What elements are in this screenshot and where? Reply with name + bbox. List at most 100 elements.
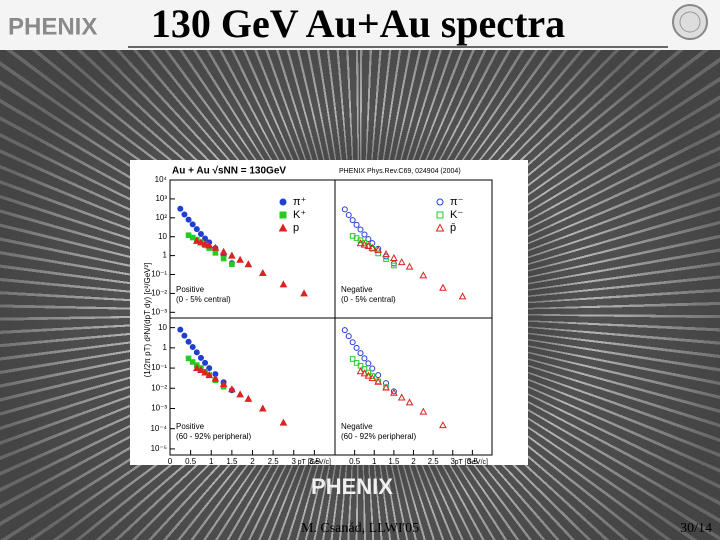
data-point: [397, 258, 406, 266]
data-point: [439, 421, 447, 429]
legend-marker: [435, 223, 445, 232]
data-point: [192, 364, 201, 372]
data-point: [360, 240, 369, 248]
x-tick-label: 2.5: [268, 457, 280, 466]
legend-marker: [436, 211, 444, 219]
data-point: [279, 280, 288, 288]
data-point: [202, 359, 209, 366]
y-tick-label: 10⁻¹: [151, 270, 167, 279]
data-point: [212, 250, 219, 256]
panel-note: (60 - 92% peripheral): [176, 432, 251, 441]
data-point: [405, 398, 414, 406]
data-point: [364, 371, 373, 379]
x-tick-label: 3: [451, 457, 456, 466]
data-point: [341, 206, 348, 213]
data-point: [364, 242, 373, 250]
header-logo: PHENIX: [8, 13, 97, 40]
data-point: [353, 221, 360, 228]
data-point: [382, 250, 390, 258]
data-point: [360, 369, 369, 377]
y-tick-label: 10⁴: [155, 175, 168, 184]
data-point: [189, 359, 196, 365]
data-point: [205, 371, 214, 379]
figure-panel: [130, 160, 528, 465]
data-point: [365, 360, 372, 367]
data-point: [345, 333, 352, 340]
x-tick-label: 1: [209, 457, 214, 466]
data-point: [201, 368, 209, 376]
legend-marker: [278, 223, 288, 232]
legend-label: p: [293, 222, 299, 234]
legend-label: p̄: [450, 222, 456, 234]
data-point: [369, 365, 376, 372]
panel-note: (0 - 5% central): [176, 295, 231, 304]
y-tick-label: 10⁻³: [151, 307, 167, 316]
data-point: [353, 344, 360, 351]
data-point: [185, 216, 192, 223]
y-tick-label: 10⁻¹: [151, 363, 167, 372]
x-tick-label: 2: [250, 457, 255, 466]
data-point: [206, 365, 213, 372]
data-point: [353, 360, 360, 366]
y-axis-label: (1/2π pT) d²N/(dpT dy) [c²/GeV²]: [143, 263, 152, 378]
data-point: [300, 289, 308, 297]
data-point: [390, 253, 398, 261]
data-point: [228, 251, 236, 259]
legend-marker: [279, 211, 287, 219]
panel-title: Au + Au √sNN = 130GeV: [172, 166, 286, 177]
data-point: [205, 241, 214, 249]
data-point: [197, 354, 204, 361]
data-point: [356, 367, 365, 375]
data-point: [258, 404, 267, 412]
panel-title: PHENIX Phys.Rev.C69, 024904 (2004): [339, 168, 461, 175]
data-point: [219, 247, 228, 255]
data-point: [458, 292, 467, 300]
data-point: [419, 407, 428, 415]
university-seal: [672, 4, 708, 40]
panel-note: (60 - 92% peripheral): [341, 432, 416, 441]
panel-label: Negative: [341, 285, 373, 294]
legend-marker: [436, 198, 444, 206]
data-point: [185, 338, 192, 345]
x-tick-label: 2.5: [428, 457, 440, 466]
data-point: [382, 383, 390, 391]
legend-label: K⁺: [293, 209, 306, 221]
data-point: [211, 243, 220, 251]
data-point: [177, 326, 184, 333]
data-point: [374, 377, 383, 385]
data-point: [193, 349, 200, 356]
data-point: [356, 239, 365, 247]
slide-title: 130 GeV Au+Au spectra: [151, 1, 565, 46]
data-point: [228, 385, 236, 393]
x-axis-label: pT [GeV/c]: [298, 459, 331, 466]
legend-label: π⁻: [450, 196, 464, 208]
data-point: [375, 250, 381, 257]
panel-note: (0 - 5% central): [341, 295, 396, 304]
data-point: [185, 355, 192, 362]
data-point: [368, 243, 377, 251]
y-tick-label: 10⁻²: [151, 289, 167, 298]
y-tick-label: 10: [158, 232, 167, 241]
legend-label: π⁺: [293, 196, 307, 208]
data-point: [181, 332, 188, 339]
data-point: [279, 418, 288, 426]
data-point: [357, 226, 364, 233]
panel-label: Positive: [176, 285, 205, 294]
x-tick-label: 1: [372, 457, 377, 466]
x-tick-label: 0: [168, 457, 173, 466]
data-point: [397, 393, 406, 401]
x-tick-label: 3.5: [309, 457, 321, 466]
x-tick-label: 1.5: [226, 457, 238, 466]
data-point: [357, 350, 364, 357]
data-point: [189, 221, 196, 228]
data-point: [375, 372, 382, 379]
page-number: 30/14: [680, 521, 712, 536]
data-point: [189, 344, 196, 351]
y-tick-label: 10³: [155, 194, 167, 203]
footer-author: M. Csanád, LLWI'05: [301, 521, 419, 536]
data-point: [368, 374, 377, 382]
data-point: [391, 262, 397, 269]
data-point: [229, 261, 235, 268]
